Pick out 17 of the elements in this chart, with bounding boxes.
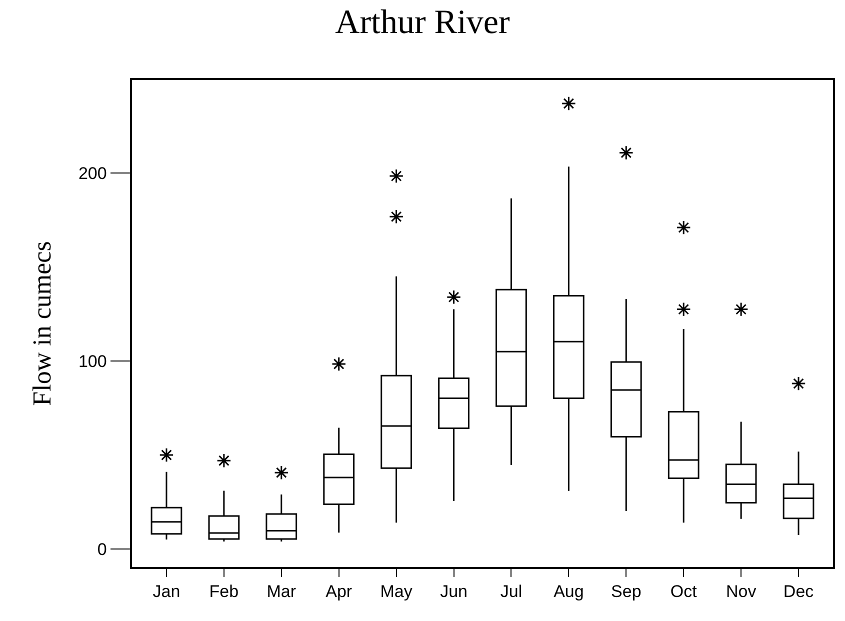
x-tick-label: Jul <box>500 582 522 602</box>
x-tick-label: Apr <box>326 582 352 602</box>
y-tick-label: 200 <box>78 164 107 183</box>
x-tick-label: Sep <box>611 582 642 602</box>
x-tick-label: Jan <box>152 582 180 602</box>
x-tick-label: Feb <box>209 582 239 602</box>
x-tick-label: Aug <box>554 582 584 602</box>
y-tick-label: 100 <box>78 352 107 371</box>
y-axis-title: Flow in cumecs <box>27 241 56 406</box>
x-tick-label: Dec <box>783 582 814 602</box>
y-tick-label: 0 <box>97 540 107 559</box>
x-tick-label: Oct <box>670 582 698 602</box>
x-tick-label: May <box>380 582 413 602</box>
chart-title: Arthur River <box>335 4 511 42</box>
x-tick-label: Nov <box>726 582 757 602</box>
x-tick-label: Jun <box>440 582 468 602</box>
x-tick-label: Mar <box>266 582 296 602</box>
